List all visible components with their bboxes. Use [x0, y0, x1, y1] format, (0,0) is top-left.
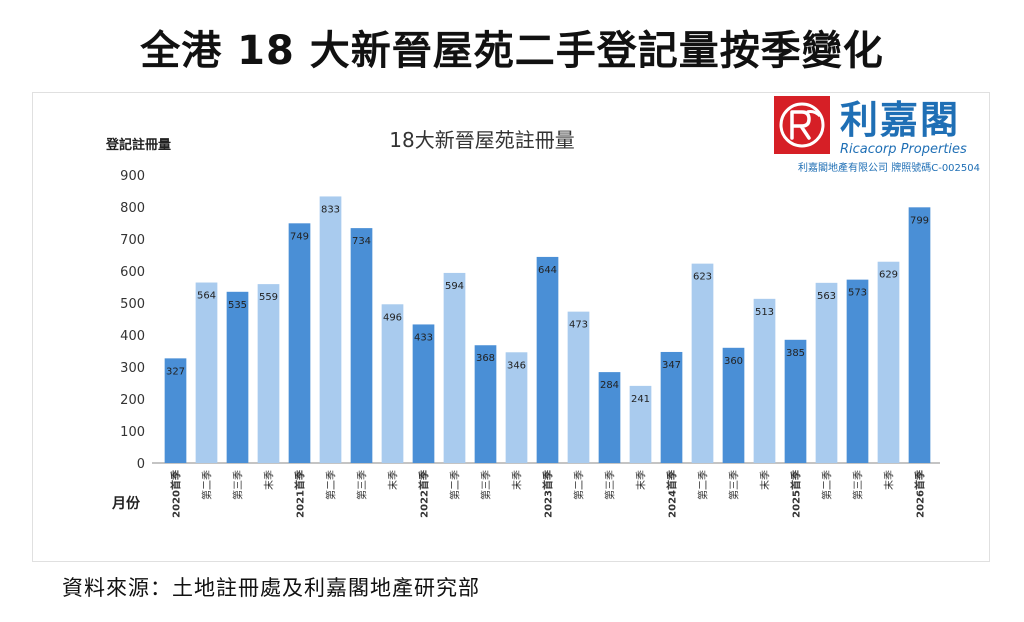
bar-value-label: 513: [755, 307, 774, 318]
x-tick-label: 末季: [263, 470, 276, 490]
bar: [164, 358, 187, 463]
bar: [412, 324, 435, 463]
bar: [908, 207, 931, 463]
rc-logo-icon: [774, 96, 830, 154]
ricacorp-logo: 利嘉閣 Ricacorp Properties 利嘉閣地產有限公司 牌照號碼C-…: [774, 96, 980, 176]
x-tick-label: 2021首季: [294, 469, 307, 518]
bar: [598, 372, 621, 463]
bar-value-label: 368: [476, 353, 495, 364]
bar-value-label: 749: [290, 231, 309, 242]
logo-license-text: 利嘉閣地產有限公司 牌照號碼C-002504: [798, 163, 980, 174]
bar-value-label: 346: [507, 360, 526, 371]
bar: [505, 352, 528, 463]
bar-value-label: 594: [445, 281, 464, 292]
bar-value-label: 433: [414, 332, 433, 343]
bar-value-label: 473: [569, 320, 588, 331]
bar-value-label: 535: [228, 300, 247, 311]
x-tick-label: 2026首季: [914, 469, 927, 518]
bar: [443, 272, 466, 463]
x-axis-ticks: 2020首季 第二季 第三季 末季 2021首季 第二季 第三季 末季 2022首季 第二季 第三季…: [170, 469, 927, 518]
y-tick-label: 200: [120, 393, 145, 408]
bar-value-label: 385: [786, 348, 805, 359]
x-tick-label: 2022首季: [418, 469, 431, 518]
bar-value-label: 563: [817, 291, 836, 302]
y-tick-label: 600: [120, 265, 145, 280]
bar: [753, 298, 776, 463]
x-tick-label: 2020首季: [170, 469, 183, 518]
x-tick-label: 第三季: [480, 470, 493, 500]
bar: [846, 279, 869, 463]
bar: [877, 261, 900, 463]
x-tick-label: 2023首季: [542, 469, 555, 518]
bar: [691, 263, 714, 463]
x-tick-label: 末季: [759, 470, 772, 490]
bar: [722, 347, 745, 463]
x-tick-label: 第三季: [728, 470, 741, 500]
bar: [474, 345, 497, 463]
x-tick-label: 末季: [635, 470, 648, 490]
x-tick-label: 末季: [511, 470, 524, 490]
bar-value-label: 496: [383, 312, 402, 323]
y-axis-label: 登記註冊量: [105, 137, 171, 153]
bar-value-label: 623: [693, 272, 712, 283]
bar-value-label: 573: [848, 288, 867, 299]
y-tick-label: 800: [120, 201, 145, 216]
x-tick-label: 第三季: [852, 470, 865, 500]
x-tick-label: 第三季: [604, 470, 617, 500]
bar-value-label: 564: [197, 291, 216, 302]
bar-value-label: 833: [321, 204, 340, 215]
x-tick-label: 2024首季: [666, 469, 679, 518]
x-tick-label: 第三季: [356, 470, 369, 500]
x-tick-label: 第二季: [449, 470, 462, 500]
bar: [660, 351, 683, 463]
y-tick-label: 100: [120, 425, 145, 440]
y-tick-label: 500: [120, 297, 145, 312]
bar: [195, 282, 218, 463]
x-tick-label: 2025首季: [790, 469, 803, 518]
bar-value-label: 734: [352, 236, 371, 247]
bar: [257, 284, 280, 463]
x-tick-label: 第二季: [325, 470, 338, 500]
bar: [536, 256, 559, 463]
bar: [226, 291, 249, 463]
bar-value-label: 360: [724, 356, 743, 367]
bar: [319, 196, 342, 463]
source-note: 資料來源：土地註冊處及利嘉閣地產研究部: [62, 576, 480, 600]
bar-value-label: 241: [631, 394, 650, 405]
bar: [815, 282, 838, 463]
bar-value-label: 799: [910, 215, 929, 226]
x-axis-label: 月份: [111, 495, 141, 512]
y-tick-label: 0: [137, 457, 145, 472]
bar-value-label: 644: [538, 265, 557, 276]
y-tick-label: 700: [120, 233, 145, 248]
bar: [567, 311, 590, 463]
bars: 327 564 535 559 749 833 734 496 433 594 368 346 644 4…: [164, 196, 931, 463]
x-tick-label: 末季: [387, 470, 400, 490]
page-headline: 全港 18 大新晉屋苑二手登記量按季變化: [140, 28, 884, 74]
x-tick-label: 第二季: [697, 470, 710, 500]
bar-value-label: 559: [259, 292, 278, 303]
bar: [381, 304, 404, 463]
bar: [784, 339, 807, 463]
bar-value-label: 284: [600, 380, 619, 391]
x-tick-label: 第三季: [232, 470, 245, 500]
y-axis-ticks: 0 100 200 300 400 500 600 700 800 900: [120, 169, 145, 472]
y-tick-label: 400: [120, 329, 145, 344]
bar: [350, 228, 373, 463]
bar-value-label: 327: [166, 366, 185, 377]
bar: [629, 385, 652, 463]
logo-english-name: Ricacorp Properties: [840, 142, 967, 157]
y-tick-label: 900: [120, 169, 145, 184]
chart-title: 18大新晉屋苑註冊量: [389, 128, 574, 152]
bar-value-label: 629: [879, 270, 898, 281]
bar-value-label: 347: [662, 360, 681, 371]
x-tick-label: 第二季: [201, 470, 214, 500]
logo-name: 利嘉閣: [840, 98, 961, 142]
y-tick-label: 300: [120, 361, 145, 376]
x-tick-label: 第二季: [821, 470, 834, 500]
x-tick-label: 末季: [883, 470, 896, 490]
bar: [288, 223, 311, 463]
x-tick-label: 第二季: [573, 470, 586, 500]
